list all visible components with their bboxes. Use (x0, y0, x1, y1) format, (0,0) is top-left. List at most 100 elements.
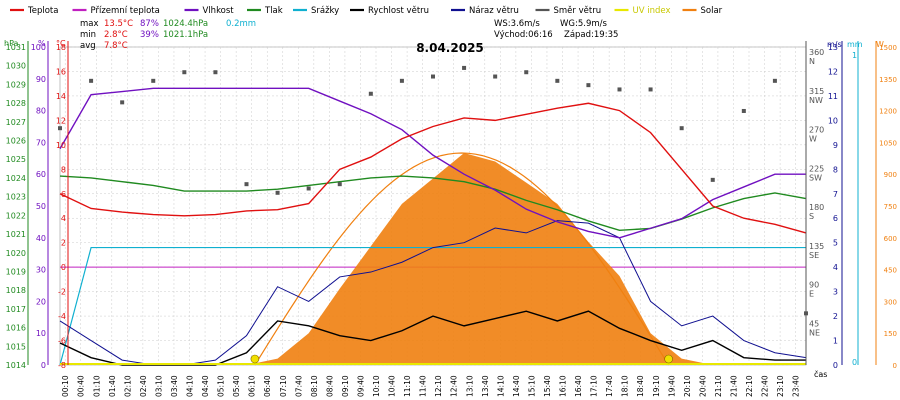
hpa-tick-1: 1030 (6, 62, 26, 71)
stat-max-temp: 13.5°C (104, 19, 133, 29)
pct-tick-10: 0 (41, 361, 46, 370)
temp-tick-8: 2 (61, 239, 66, 248)
dir-label-5: SE (809, 251, 819, 260)
series-smer-point-13 (462, 65, 467, 70)
series-smer-point-12 (431, 74, 435, 79)
dir-tick-4: 180 (809, 203, 824, 212)
time-tick-12: 06:10 (248, 375, 257, 397)
hpa-tick-5: 1026 (6, 137, 26, 146)
hpa-tick-4: 1027 (6, 118, 26, 127)
legend-label-5: Rychlost větru (368, 6, 429, 16)
time-tick-8: 04:10 (186, 375, 195, 397)
time-tick-6: 03:10 (154, 375, 163, 397)
ms-tick-2: 11 (828, 92, 838, 101)
dir-tick-7: 45 (809, 319, 819, 328)
ms-tick-13: 0 (833, 361, 838, 370)
stat-avg-label: avg (80, 41, 96, 51)
time-tick-5: 02:40 (139, 375, 148, 397)
time-tick-14: 07:10 (279, 375, 288, 397)
solar-tick-7: 450 (884, 267, 897, 275)
time-tick-7: 03:40 (170, 375, 179, 397)
ms-tick-4: 9 (833, 141, 838, 150)
chart-title: 8.04.2025 (416, 41, 484, 55)
legend-label-6: Náraz větru (469, 6, 519, 16)
sun-rise: Východ:06:16 (494, 30, 553, 40)
series-vlhkost-line (59, 87, 806, 239)
solar-tick-9: 150 (884, 330, 897, 338)
time-tick-2: 01:10 (92, 375, 101, 397)
dir-label-6: E (809, 290, 814, 299)
hpa-tick-8: 1023 (6, 193, 26, 202)
time-tick-20: 10:10 (372, 375, 381, 397)
time-tick-15: 07:40 (294, 375, 303, 397)
pct-tick-4: 60 (36, 170, 46, 179)
series-smer-point-19 (648, 87, 653, 92)
dir-label-3: SW (809, 173, 822, 182)
temp-tick-3: 12 (56, 116, 66, 125)
ms-tick-5: 8 (833, 165, 838, 174)
temp-tick-11: -4 (58, 312, 66, 321)
hpa-tick-7: 1024 (6, 174, 26, 183)
legend-label-7: Směr větru (554, 6, 602, 16)
stat-max-label: max (80, 19, 99, 29)
series-smer-point-4 (182, 70, 187, 75)
ms-tick-6: 7 (833, 190, 838, 199)
time-tick-35: 17:40 (605, 375, 614, 397)
time-tick-44: 22:10 (745, 375, 754, 397)
time-tick-25: 12:40 (450, 375, 459, 397)
series-smer-point-2 (120, 100, 125, 105)
pct-tick-7: 30 (36, 266, 46, 275)
time-tick-23: 11:40 (419, 375, 428, 397)
mm-tick-0: 1 (852, 51, 857, 60)
temp-tick-0: 18 (56, 43, 66, 52)
hpa-tick-14: 1017 (6, 305, 26, 314)
dir-tick-1: 315 (809, 87, 824, 96)
temp-tick-13: -8 (58, 361, 66, 370)
solar-tick-3: 1050 (879, 139, 897, 147)
legend-label-9: Solar (701, 6, 723, 16)
hpa-tick-9: 1022 (6, 211, 26, 220)
solar-tick-8: 300 (884, 298, 897, 306)
solar-theoretical-line (254, 152, 670, 366)
ms-tick-12: 1 (833, 337, 838, 346)
dir-label-0: N (809, 57, 815, 66)
solar-area (60, 153, 806, 365)
mm-tick-1: 0 (852, 358, 857, 367)
degc-unit: °C (56, 39, 66, 48)
legend-label-4: Srážky (311, 6, 339, 16)
hpa-tick-11: 1020 (6, 249, 26, 258)
time-tick-38: 19:10 (652, 375, 661, 397)
series-smer-point-20 (679, 126, 684, 131)
temp-tick-2: 14 (56, 92, 66, 101)
sun-marker-1 (664, 354, 673, 364)
time-tick-29: 14:40 (512, 375, 521, 397)
hpa-tick-16: 1015 (6, 342, 26, 351)
series-smer-point-21 (710, 177, 715, 182)
temp-tick-9: 0 (61, 263, 66, 272)
temp-tick-1: 16 (56, 67, 66, 76)
hpa-tick-6: 1025 (6, 155, 26, 164)
stat-min-press: 1021.1hPa (163, 30, 208, 40)
time-tick-32: 16:10 (559, 375, 568, 397)
hpa-tick-2: 1029 (6, 80, 26, 89)
time-tick-16: 08:10 (310, 375, 319, 397)
time-tick-27: 13:40 (481, 375, 490, 397)
time-unit: čas (814, 369, 827, 379)
hpa-tick-0: 1031 (6, 43, 26, 52)
time-tick-47: 23:40 (792, 375, 801, 397)
dir-tick-6: 90 (809, 281, 819, 290)
series-smer-point-5 (213, 70, 218, 75)
solar-tick-5: 750 (884, 203, 897, 211)
ms-tick-1: 12 (828, 67, 838, 76)
temp-tick-5: 8 (61, 165, 66, 174)
ms-tick-3: 10 (828, 116, 838, 125)
temp-tick-6: 6 (61, 190, 66, 199)
series-smer-point-14 (493, 74, 498, 79)
time-tick-9: 04:40 (201, 375, 210, 397)
time-tick-28: 14:10 (496, 375, 505, 397)
dir-tick-2: 270 (809, 126, 824, 135)
stat-min-hum: 39% (140, 30, 159, 40)
stat-max-hum: 87% (140, 19, 159, 29)
hpa-tick-17: 1014 (6, 361, 26, 370)
temp-tick-12: -6 (58, 337, 66, 346)
